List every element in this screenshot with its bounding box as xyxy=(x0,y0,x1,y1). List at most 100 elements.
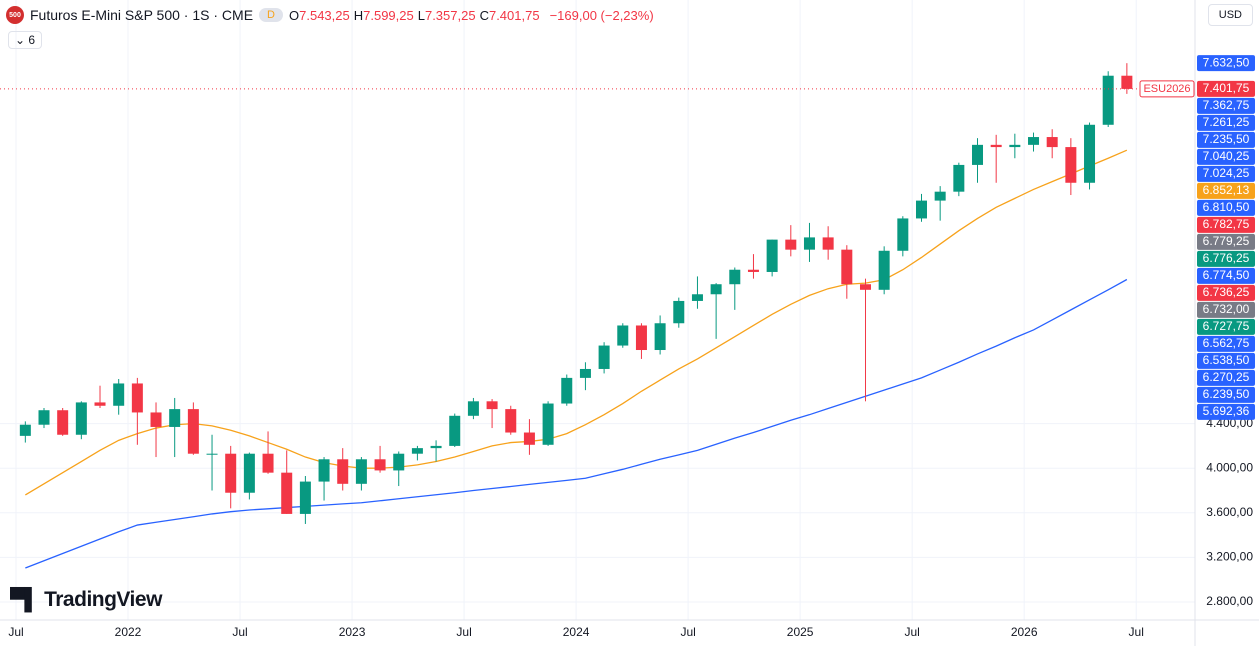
ohlc: O7.543,25 H7.599,25 L7.357,25 C7.401,75 xyxy=(289,8,544,23)
candle-body xyxy=(38,410,50,425)
brand-text: TradingView xyxy=(44,588,162,611)
price-badge-label: 6.562,75 xyxy=(1203,336,1250,350)
indicators-toggle[interactable]: ⌄ 6 xyxy=(8,31,43,49)
price-badge-label: 6.270,25 xyxy=(1203,370,1250,384)
candle-body xyxy=(953,164,965,192)
candle-body xyxy=(859,284,871,290)
x-tick-label: Jul xyxy=(1129,625,1144,639)
candle-body xyxy=(75,402,87,435)
y-tick-label: 2.800,00 xyxy=(1206,594,1253,608)
candle-body xyxy=(785,239,797,250)
price-badge xyxy=(1197,369,1255,386)
price-badge-label: 6.736,25 xyxy=(1203,285,1250,299)
price-badge-label: 7.632,50 xyxy=(1203,55,1250,69)
y-tick-label: 4.000,00 xyxy=(1206,460,1253,474)
candle-body xyxy=(113,383,125,406)
candle-body xyxy=(542,403,554,445)
candle-body xyxy=(94,402,106,406)
price-badge-label: 6.732,00 xyxy=(1203,302,1250,316)
price-badge xyxy=(1197,352,1255,369)
candle-body xyxy=(318,459,330,482)
candle-body xyxy=(561,377,573,404)
price-badge xyxy=(1197,131,1255,148)
candle-body xyxy=(766,239,778,272)
symbol-tag xyxy=(1139,80,1195,98)
price-badge xyxy=(1197,199,1255,216)
price-badge xyxy=(1197,284,1255,301)
price-badge xyxy=(1197,80,1255,97)
symbol-title[interactable]: Futuros E-Mini S&P 500 · 1S · CME xyxy=(30,7,254,23)
x-tick-label: 2025 xyxy=(787,625,814,639)
price-badge-label: 6.782,75 xyxy=(1203,217,1250,231)
price-badge-label: 7.401,75 xyxy=(1203,81,1250,95)
candle-body xyxy=(673,300,685,324)
ohlc-value: 7.543,25 xyxy=(299,7,350,23)
candle-body xyxy=(897,218,909,251)
y-tick-label: 3.200,00 xyxy=(1206,550,1253,564)
moving-average xyxy=(25,149,1128,496)
delay-badge[interactable]: D xyxy=(259,8,283,22)
candle-body xyxy=(299,481,311,514)
currency-button[interactable]: USD xyxy=(1207,4,1253,26)
candle-body xyxy=(1084,124,1096,183)
price-badge-label: 7.235,50 xyxy=(1203,132,1250,146)
candle-body xyxy=(747,269,759,272)
ohlc-key: C xyxy=(479,7,489,23)
symbol-logo: 500 xyxy=(6,6,24,24)
price-badge xyxy=(1197,97,1255,114)
candle-body xyxy=(337,459,349,484)
price-badge-label: 6.776,25 xyxy=(1203,251,1250,265)
price-badge xyxy=(1197,216,1255,233)
candle-body xyxy=(1121,75,1133,89)
x-tick-label: Jul xyxy=(904,625,919,639)
candle-body xyxy=(430,445,442,449)
candle-body xyxy=(355,459,367,484)
candle-body xyxy=(635,325,647,351)
candle-body xyxy=(934,191,946,201)
price-badge-label: 6.239,50 xyxy=(1203,387,1250,401)
price-badge-label: 6.810,50 xyxy=(1203,200,1250,214)
x-tick-label: Jul xyxy=(8,625,23,639)
candle-body xyxy=(19,424,31,436)
x-tick-label: Jul xyxy=(456,625,471,639)
price-badge xyxy=(1197,267,1255,284)
candle-body xyxy=(187,409,199,454)
price-badge xyxy=(1197,114,1255,131)
candle-body xyxy=(990,144,1002,148)
price-badge-label: 6.774,50 xyxy=(1203,268,1250,282)
candle-body xyxy=(579,368,591,378)
candle-body xyxy=(915,200,927,219)
price-badge xyxy=(1197,182,1255,199)
candle-body xyxy=(262,453,274,473)
candle-body xyxy=(691,294,703,301)
x-tick-label: Jul xyxy=(232,625,247,639)
candle-body xyxy=(1046,137,1058,148)
price-badge-label: 6.852,13 xyxy=(1203,183,1250,197)
price-badge xyxy=(1197,233,1255,250)
candle-body xyxy=(1102,75,1114,125)
ohlc-key: L xyxy=(417,7,425,23)
candle-body xyxy=(729,269,741,285)
change: −169,00 (−2,23%) xyxy=(549,7,654,23)
candle-body xyxy=(878,250,890,290)
candle-body xyxy=(710,284,722,295)
x-tick-label: 2023 xyxy=(339,625,366,639)
candle-body xyxy=(523,432,535,445)
candle-body xyxy=(467,401,479,416)
candle-body xyxy=(841,249,853,285)
price-badge-label: 7.024,25 xyxy=(1203,166,1250,180)
ohlc-value: 7.357,25 xyxy=(424,7,476,23)
x-tick-label: 2022 xyxy=(115,625,142,639)
candle-body xyxy=(243,453,255,493)
ohlc-value: 7.401,75 xyxy=(488,7,540,23)
price-badge-label: 5.692,36 xyxy=(1203,404,1250,418)
price-badge xyxy=(1197,301,1255,318)
brand-logo[interactable]: ▀▌ TradingView xyxy=(10,588,162,611)
candle-body xyxy=(281,472,293,514)
candle-body xyxy=(1028,137,1040,145)
price-badge-label: 6.727,75 xyxy=(1203,319,1250,333)
candle-body xyxy=(131,383,143,413)
price-badge xyxy=(1197,335,1255,352)
candle-body xyxy=(449,415,461,446)
price-badge-label: 6.538,50 xyxy=(1203,353,1250,367)
